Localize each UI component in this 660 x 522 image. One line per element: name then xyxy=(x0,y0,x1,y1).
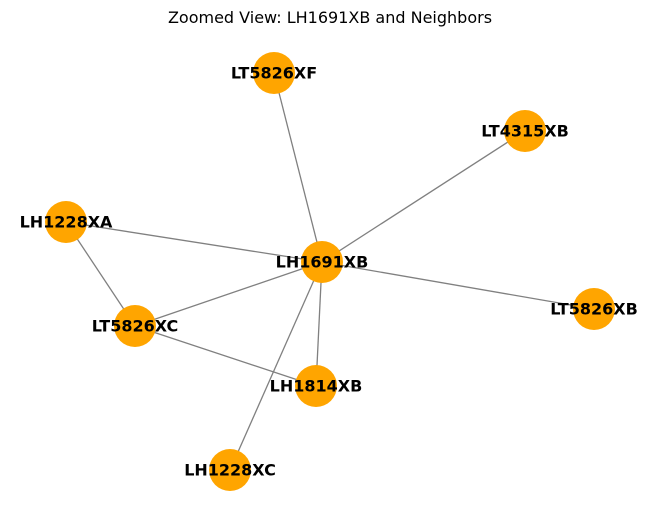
node-label-lt5826xf: LT5826XF xyxy=(231,64,317,83)
edge-lh1691xb-lt5826xb xyxy=(321,261,595,310)
node-lh1228xc xyxy=(209,449,251,491)
node-label-lt5826xc: LT5826XC xyxy=(92,317,179,336)
labels-layer: LT5826XF LT4315XB LH1228XA LH1691XB LT5826XB… xyxy=(20,64,638,480)
node-lt5826xb xyxy=(573,288,615,330)
edge-lh1691xb-lt5826xc xyxy=(134,261,323,327)
edge-lh1691xb-lt4315xb xyxy=(321,130,526,263)
node-label-lh1691xb: LH1691XB xyxy=(276,253,369,272)
node-lh1814xb xyxy=(295,365,337,407)
node-label-lt4315xb: LT4315XB xyxy=(481,122,569,141)
edge-lt5826xc-lh1814xb xyxy=(134,325,317,387)
edge-lh1691xb-lh1228xa xyxy=(65,221,323,263)
diagram-title: Zoomed View: LH1691XB and Neighbors xyxy=(168,8,492,27)
node-label-lh1228xc: LH1228XC xyxy=(184,461,276,480)
nodes-layer xyxy=(45,52,615,491)
node-label-lh1814xb: LH1814XB xyxy=(270,377,363,396)
node-lt5826xf xyxy=(253,52,295,94)
node-lh1228xa xyxy=(45,201,87,243)
node-lh1691xb xyxy=(301,241,343,283)
edge-lh1691xb-lt5826xf xyxy=(273,72,323,263)
node-lt4315xb xyxy=(504,110,546,152)
node-label-lh1228xa: LH1228XA xyxy=(20,213,113,232)
edge-lh1691xb-lh1228xc xyxy=(229,261,323,471)
node-lt5826xc xyxy=(114,305,156,347)
node-label-lt5826xb: LT5826XB xyxy=(550,300,638,319)
